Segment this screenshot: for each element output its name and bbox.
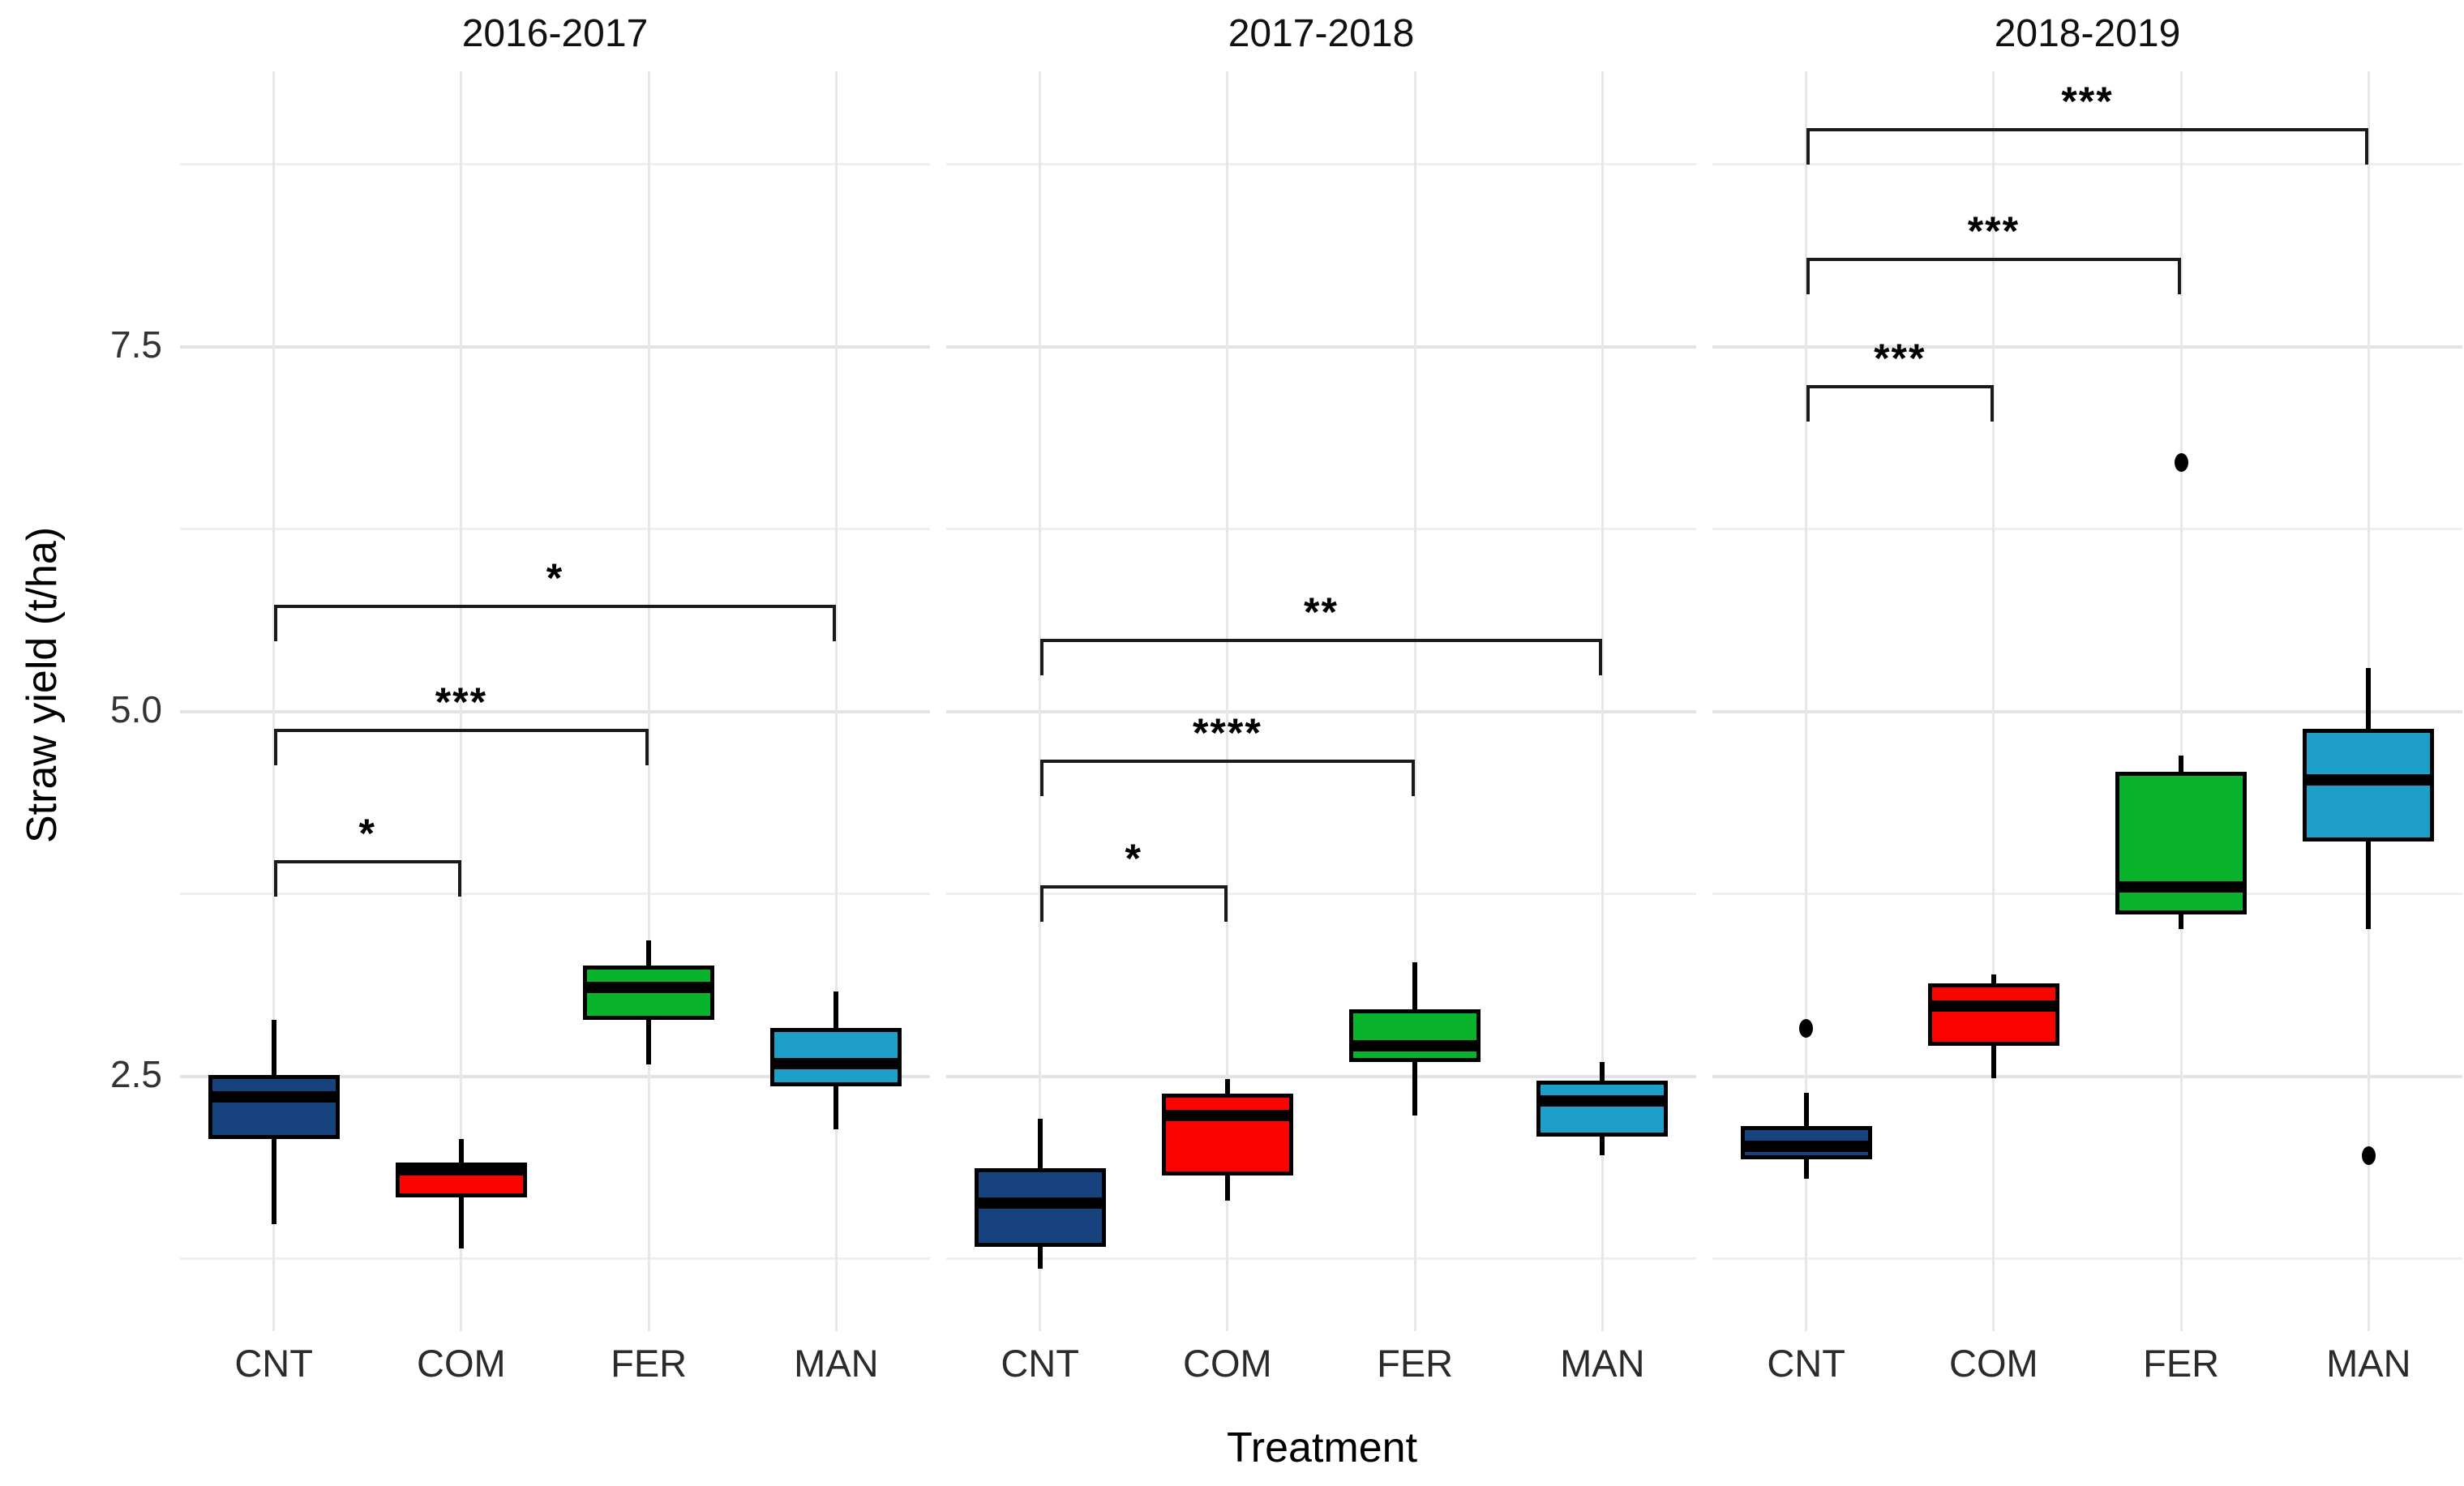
minor-gridline <box>1712 893 2462 895</box>
significance-bracket <box>1039 760 1416 797</box>
facet-title: 2018-2019 <box>1994 12 2181 55</box>
median-line <box>208 1091 340 1103</box>
significance-label: *** <box>1874 335 1926 381</box>
significance-label: * <box>358 811 376 857</box>
median-line <box>1349 1040 1481 1051</box>
x-tick-label-CNT: CNT <box>1767 1342 1845 1385</box>
x-tick-label-FER: FER <box>611 1342 688 1385</box>
minor-gridline <box>1712 528 2462 530</box>
facet-plot-area: * **** ** <box>946 71 1696 1331</box>
significance-bracket <box>1806 384 1994 422</box>
major-gridline <box>946 1075 1696 1078</box>
median-line <box>1740 1141 1872 1153</box>
significance-label: **** <box>1192 710 1262 756</box>
y-tick-label: 5.0 <box>110 688 162 730</box>
category-gridline <box>1805 71 1808 1331</box>
minor-gridline <box>180 528 930 530</box>
category-gridline <box>2179 71 2183 1331</box>
minor-gridline <box>1712 163 2462 165</box>
facet-plot-area: *** *** *** <box>1712 71 2462 1331</box>
major-gridline <box>1712 1075 2462 1078</box>
box-CNT <box>208 1075 340 1140</box>
median-line <box>1161 1110 1293 1122</box>
facet-plot-area: * *** * <box>180 71 930 1331</box>
x-tick-label-COM: COM <box>1183 1342 1272 1385</box>
significance-bracket <box>273 605 837 642</box>
significance-label: *** <box>435 679 488 726</box>
box-FER <box>2115 771 2248 914</box>
box-MAN <box>770 1028 902 1087</box>
category-gridline <box>834 71 838 1331</box>
minor-gridline <box>946 893 1696 895</box>
median-line <box>1927 1000 2059 1013</box>
significance-label: *** <box>2061 78 2114 124</box>
x-tick-label-FER: FER <box>2143 1342 2220 1385</box>
facet-title: 2016-2017 <box>461 12 649 55</box>
outlier-point <box>1799 1018 1814 1038</box>
box-COM <box>1927 983 2059 1046</box>
major-gridline <box>1712 345 2462 349</box>
major-gridline <box>946 710 1696 713</box>
median-line <box>974 1197 1106 1210</box>
facet-title: 2017-2018 <box>1228 12 1415 55</box>
median-line <box>1536 1095 1669 1107</box>
y-tick-label: 7.5 <box>110 323 162 366</box>
median-line <box>2115 880 2248 893</box>
category-gridline <box>1226 71 1229 1331</box>
category-gridline <box>1601 71 1604 1331</box>
minor-gridline <box>180 163 930 165</box>
median-line <box>2303 774 2435 786</box>
significance-bracket <box>1806 127 2369 165</box>
y-axis-title-text: Straw yield (t/ha) <box>19 526 66 843</box>
box-MAN <box>1536 1081 1669 1137</box>
x-tick-label-FER: FER <box>1377 1342 1454 1385</box>
significance-bracket <box>1039 885 1228 922</box>
outlier-point <box>2361 1146 2376 1165</box>
significance-label: *** <box>1967 208 2020 254</box>
category-gridline <box>1039 71 1042 1331</box>
category-gridline <box>272 71 276 1331</box>
minor-gridline <box>946 528 1696 530</box>
significance-bracket <box>1806 258 2182 294</box>
x-tick-label-COM: COM <box>1949 1342 2038 1385</box>
median-line <box>770 1057 902 1069</box>
minor-gridline <box>180 893 930 895</box>
major-gridline <box>180 345 930 349</box>
significance-label: * <box>1125 836 1142 881</box>
minor-gridline <box>180 1257 930 1260</box>
major-gridline <box>180 1075 930 1078</box>
major-gridline <box>1712 710 2462 713</box>
significance-label: ** <box>1304 589 1339 635</box>
median-line <box>583 982 715 993</box>
box-COM <box>1161 1094 1293 1176</box>
category-gridline <box>1992 71 1995 1331</box>
major-gridline <box>946 345 1696 349</box>
x-tick-label-COM: COM <box>417 1342 506 1385</box>
significance-bracket <box>273 729 649 766</box>
significance-label: * <box>546 555 564 602</box>
major-gridline <box>180 710 930 713</box>
category-gridline <box>460 71 463 1331</box>
y-axis-title: Straw yield (t/ha) <box>18 527 66 843</box>
x-tick-label-CNT: CNT <box>234 1342 313 1385</box>
x-tick-label-CNT: CNT <box>1001 1342 1079 1385</box>
significance-bracket <box>273 860 461 897</box>
significance-bracket <box>1039 638 1603 675</box>
x-tick-label-MAN: MAN <box>1560 1342 1645 1385</box>
minor-gridline <box>1712 1257 2462 1260</box>
y-tick-label: 2.5 <box>110 1053 162 1095</box>
minor-gridline <box>946 1257 1696 1260</box>
category-gridline <box>647 71 650 1331</box>
x-tick-label-MAN: MAN <box>2326 1342 2411 1385</box>
minor-gridline <box>946 163 1696 165</box>
box-FER <box>1349 1009 1481 1062</box>
x-axis-title: Treatment <box>1226 1424 1418 1471</box>
outlier-point <box>2174 452 2188 472</box>
x-tick-label-MAN: MAN <box>794 1342 879 1385</box>
median-line <box>395 1164 527 1176</box>
category-gridline <box>1413 71 1416 1331</box>
